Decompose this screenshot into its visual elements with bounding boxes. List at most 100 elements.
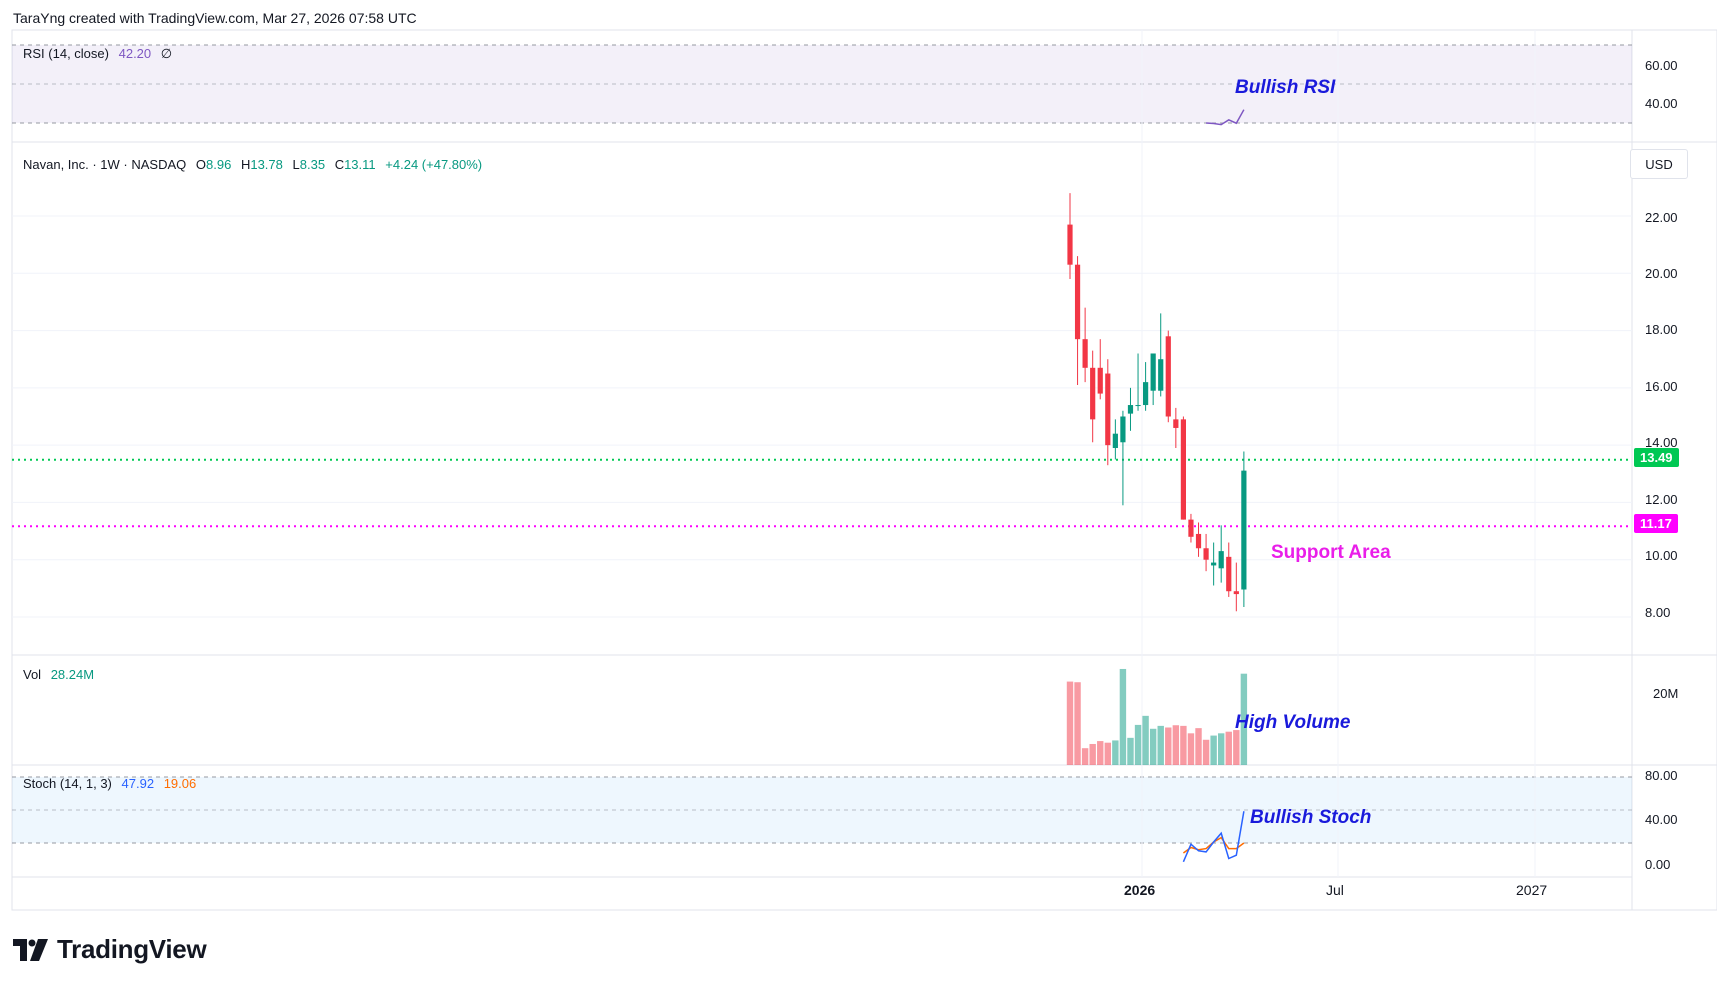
candle-body bbox=[1105, 373, 1111, 446]
stoch-d-value: 19.06 bbox=[163, 776, 197, 791]
volume-series bbox=[1066, 668, 1248, 765]
rsi-legend[interactable]: RSI (14, close) 42.20 ∅ bbox=[23, 46, 178, 62]
candle-body bbox=[1211, 562, 1217, 566]
time-tick-2026: 2026 bbox=[1124, 882, 1156, 898]
support-price-tag: 11.17 bbox=[1634, 514, 1678, 533]
price-grid bbox=[12, 215, 1632, 618]
time-tick-2027: 2027 bbox=[1516, 882, 1548, 898]
volume-bar bbox=[1225, 731, 1232, 765]
stoch-k-value: 47.92 bbox=[121, 776, 155, 791]
volume-legend[interactable]: Vol 28.24M bbox=[23, 667, 100, 682]
volume-bar bbox=[1172, 725, 1180, 765]
volume-bar bbox=[1210, 735, 1217, 765]
candlestick-series bbox=[1067, 193, 1247, 612]
rsi-title: RSI (14, close) bbox=[23, 46, 109, 61]
volume-bar bbox=[1112, 740, 1119, 765]
stoch-tick: 80.00 bbox=[1645, 768, 1678, 783]
ohlc-low-label: L bbox=[292, 157, 300, 172]
volume-title: Vol bbox=[23, 667, 42, 682]
candle-body bbox=[1173, 419, 1179, 428]
candle-body bbox=[1188, 519, 1194, 537]
ohlc-high-value: 13.78 bbox=[250, 157, 283, 172]
volume-bar bbox=[1180, 725, 1187, 765]
candle-body bbox=[1143, 382, 1149, 406]
price-tick: 22.00 bbox=[1645, 210, 1678, 225]
tradingview-logo-icon bbox=[13, 938, 48, 961]
symbol-title: Navan, Inc. · 1W · NASDAQ bbox=[23, 157, 187, 172]
candle-body bbox=[1074, 264, 1081, 340]
annotation-support-area: Support Area bbox=[1271, 542, 1391, 563]
price-tick: 12.00 bbox=[1645, 492, 1678, 507]
time-tick-jul: Jul bbox=[1326, 882, 1344, 898]
rsi-tick: 60.00 bbox=[1645, 58, 1678, 73]
volume-bar bbox=[1104, 742, 1111, 765]
currency-selector[interactable]: USD bbox=[1630, 149, 1688, 179]
candle-body bbox=[1233, 591, 1239, 595]
ohlc-open-value: 8.96 bbox=[206, 157, 232, 172]
rsi-series bbox=[1206, 109, 1245, 126]
volume-bar bbox=[1127, 737, 1134, 765]
stoch-series bbox=[1182, 811, 1245, 863]
tradingview-logo-text: TradingView bbox=[57, 934, 207, 964]
rsi-value: 42.20 bbox=[118, 46, 152, 61]
volume-bar bbox=[1233, 730, 1240, 765]
candle-body bbox=[1195, 533, 1202, 549]
annotation-bullish-stoch: Bullish Stoch bbox=[1250, 807, 1372, 828]
candle-body bbox=[1226, 556, 1232, 592]
volume-bar bbox=[1187, 733, 1195, 765]
price-tick: 14.00 bbox=[1645, 435, 1678, 450]
candle-body bbox=[1097, 367, 1103, 394]
candle-body bbox=[1150, 353, 1156, 391]
volume-bar bbox=[1149, 728, 1157, 765]
candle-body bbox=[1120, 416, 1126, 443]
rsi-line bbox=[1206, 109, 1245, 126]
price-tick: 20.00 bbox=[1645, 266, 1678, 281]
candle-body bbox=[1082, 339, 1088, 368]
price-tick: 10.00 bbox=[1645, 548, 1678, 563]
resistance-price-tag: 13.49 bbox=[1634, 448, 1679, 467]
volume-bar bbox=[1066, 681, 1074, 765]
candle-body bbox=[1241, 470, 1247, 590]
chart-frame bbox=[11, 29, 1717, 911]
volume-bar bbox=[1119, 668, 1127, 765]
candle-body bbox=[1090, 367, 1096, 420]
stoch-k-line bbox=[1182, 811, 1245, 863]
ohlc-low-value: 8.35 bbox=[299, 157, 326, 172]
candle-body bbox=[1135, 405, 1141, 407]
stoch-tick: 40.00 bbox=[1645, 812, 1678, 827]
candle-body bbox=[1067, 224, 1073, 265]
volume-bar bbox=[1081, 748, 1089, 765]
ohlc-open-label: O bbox=[195, 157, 207, 172]
rsi-tick: 40.00 bbox=[1645, 96, 1678, 111]
price-tick: 16.00 bbox=[1645, 379, 1678, 394]
hide-icon[interactable]: ∅ bbox=[160, 46, 173, 61]
ohlc-change: +4.24 (+47.80%) bbox=[385, 157, 483, 172]
annotation-bullish-rsi: Bullish RSI bbox=[1235, 77, 1336, 98]
candle-body bbox=[1180, 419, 1186, 520]
tradingview-logo[interactable]: TradingView bbox=[13, 934, 207, 965]
volume-bar bbox=[1134, 724, 1142, 765]
candle-body bbox=[1203, 548, 1209, 560]
volume-bar bbox=[1074, 682, 1081, 765]
volume-bar bbox=[1097, 741, 1104, 765]
candle-body bbox=[1218, 551, 1224, 569]
ohlc-close-label: C bbox=[334, 157, 345, 172]
candle-body bbox=[1127, 405, 1134, 414]
volume-bar bbox=[1202, 739, 1210, 765]
candle-body bbox=[1112, 433, 1118, 449]
price-tick: 18.00 bbox=[1645, 322, 1678, 337]
annotation-high-volume: High Volume bbox=[1235, 712, 1351, 733]
ohlc-high-label: H bbox=[240, 157, 251, 172]
volume-tick: 20M bbox=[1653, 686, 1679, 701]
chart-credit: TaraYng created with TradingView.com, Ma… bbox=[13, 10, 417, 26]
symbol-legend[interactable]: Navan, Inc. · 1W · NASDAQ O8.96 H13.78 L… bbox=[23, 157, 488, 172]
volume-bar bbox=[1195, 728, 1202, 765]
stoch-title: Stoch (14, 1, 3) bbox=[23, 776, 112, 791]
price-tick: 8.00 bbox=[1645, 605, 1671, 620]
volume-value: 28.24M bbox=[50, 667, 95, 682]
stoch-legend[interactable]: Stoch (14, 1, 3) 47.92 19.06 bbox=[23, 776, 202, 791]
volume-bar bbox=[1218, 733, 1225, 765]
stoch-tick: 0.00 bbox=[1645, 857, 1671, 872]
volume-bar bbox=[1157, 725, 1164, 765]
